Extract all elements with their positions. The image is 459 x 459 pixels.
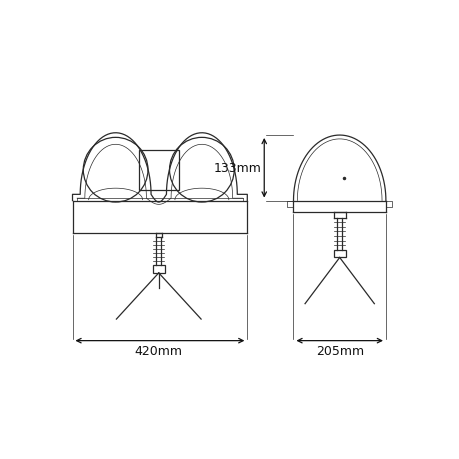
Bar <box>139 151 179 190</box>
Text: 205mm: 205mm <box>315 344 363 357</box>
Text: 133mm: 133mm <box>213 162 261 175</box>
Text: 420mm: 420mm <box>134 344 182 357</box>
Bar <box>152 266 164 273</box>
Bar <box>333 250 345 258</box>
